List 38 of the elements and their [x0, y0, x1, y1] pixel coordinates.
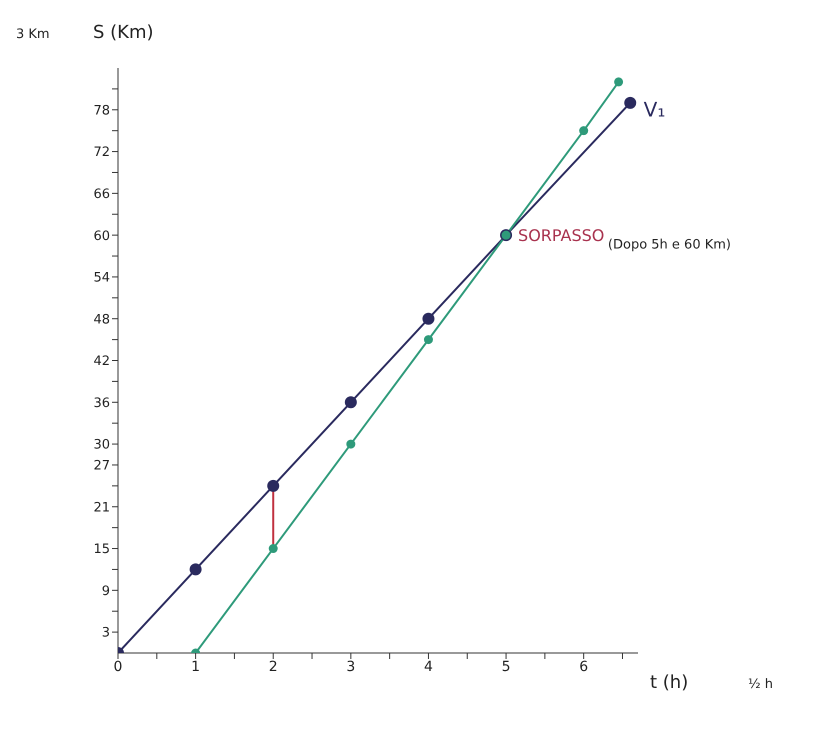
y-tick-label: 15	[93, 542, 110, 558]
annotation: SORPASSO	[518, 226, 604, 245]
y-tick-label: 30	[93, 438, 110, 453]
text: 3 Km	[16, 27, 50, 42]
x-tick-label: 3	[346, 658, 356, 675]
x-tick-label: 2	[268, 658, 278, 675]
x-axis-title: t (h)	[650, 672, 688, 693]
point	[579, 126, 588, 136]
y-tick-label: 48	[93, 312, 110, 328]
annotation: (Dopo 5h e 60 Km)	[608, 238, 732, 253]
y-tick-label: 27	[93, 458, 110, 474]
y-tick-label: 21	[93, 500, 110, 516]
point	[422, 312, 434, 325]
point	[614, 77, 624, 86]
x-tick-label: 5	[502, 658, 511, 675]
y-tick-label: 66	[93, 186, 110, 202]
point	[624, 96, 636, 109]
point	[267, 480, 280, 492]
y-tick-label: 36	[93, 396, 110, 411]
y-tick-label: 42	[93, 354, 110, 370]
y-tick-label: 78	[93, 103, 110, 118]
text: ½ h	[748, 677, 773, 692]
x-tick-label: 6	[579, 658, 588, 675]
y-axis-title: S (Km)	[93, 22, 154, 43]
y-tick-label: 54	[93, 270, 110, 286]
y-tick-label: 60	[93, 228, 110, 244]
y-tick-label: 72	[93, 145, 110, 160]
series-label: V₁	[644, 98, 666, 122]
point	[346, 440, 356, 449]
y-tick-label: 9	[102, 584, 110, 599]
point	[424, 335, 433, 344]
x-tick-label: 4	[424, 658, 433, 675]
x-tick-label: 1	[191, 658, 200, 675]
point	[268, 544, 278, 554]
point	[344, 396, 357, 408]
x-tick-label: 0	[114, 658, 122, 675]
point	[190, 563, 202, 576]
y-tick-label: 3	[102, 626, 110, 641]
